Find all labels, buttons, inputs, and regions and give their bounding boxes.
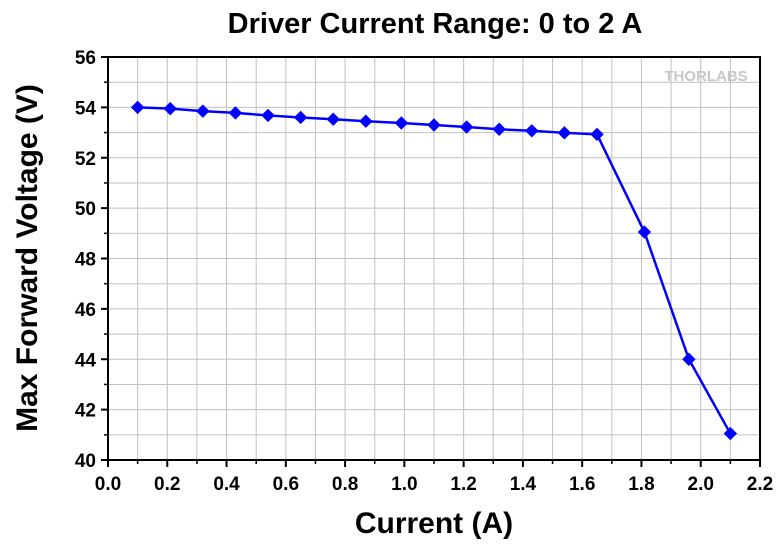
- x-tick-label: 2.2: [747, 474, 773, 495]
- data-point: [394, 116, 409, 130]
- data-point: [261, 108, 275, 123]
- data-point: [163, 101, 177, 116]
- data-point: [293, 110, 308, 125]
- chart-title: Driver Current Range: 0 to 2 A: [228, 8, 643, 40]
- y-axis-label: Max Forward Voltage (V): [11, 84, 44, 432]
- data-point: [557, 126, 572, 140]
- y-tick-label: 50: [75, 199, 96, 220]
- y-axis: 40 42 44 46 48 50 52 54 56: [75, 48, 108, 472]
- data-point: [427, 118, 441, 132]
- grid: [108, 57, 760, 460]
- data-point: [637, 225, 652, 239]
- x-tick-label: 0.8: [332, 474, 358, 495]
- data-point: [228, 106, 243, 120]
- x-tick-label: 0.4: [213, 474, 240, 495]
- x-tick-label: 0.0: [95, 474, 121, 495]
- y-tick-label: 52: [75, 149, 96, 170]
- data-point: [459, 120, 474, 134]
- x-axis: 0.0 0.2 0.4 0.6 0.8 1.0 1.2 1.4 1.6 1.8 2.0 2.2: [95, 460, 773, 495]
- x-tick-label: 2.0: [688, 474, 714, 495]
- x-tick-label: 1.4: [510, 474, 537, 495]
- data-point: [359, 114, 373, 128]
- thorlabs-watermark: THORLABS: [664, 68, 747, 85]
- data-point: [682, 352, 696, 366]
- data-point: [723, 426, 738, 441]
- y-tick-label: 42: [75, 401, 96, 422]
- y-tick-label: 46: [75, 300, 96, 321]
- x-tick-label: 0.2: [154, 474, 180, 495]
- x-tick-label: 1.0: [391, 474, 417, 495]
- x-tick-label: 1.6: [569, 474, 595, 495]
- data-point: [130, 100, 145, 115]
- y-tick-label: 48: [75, 250, 96, 271]
- y-tick-label: 56: [75, 48, 96, 69]
- y-tick-label: 54: [75, 98, 97, 119]
- data-point: [590, 127, 604, 142]
- x-tick-label: 1.8: [628, 474, 654, 495]
- y-tick-label: 44: [75, 350, 97, 371]
- data-point: [196, 104, 210, 118]
- x-tick-label: 1.2: [450, 474, 476, 495]
- x-tick-label: 0.6: [273, 474, 299, 495]
- data-point: [492, 122, 506, 136]
- series-group: [130, 100, 738, 441]
- x-axis-label: Current (A): [355, 507, 513, 540]
- data-point: [326, 112, 340, 126]
- data-point: [525, 124, 539, 138]
- y-tick-label: 40: [75, 451, 96, 472]
